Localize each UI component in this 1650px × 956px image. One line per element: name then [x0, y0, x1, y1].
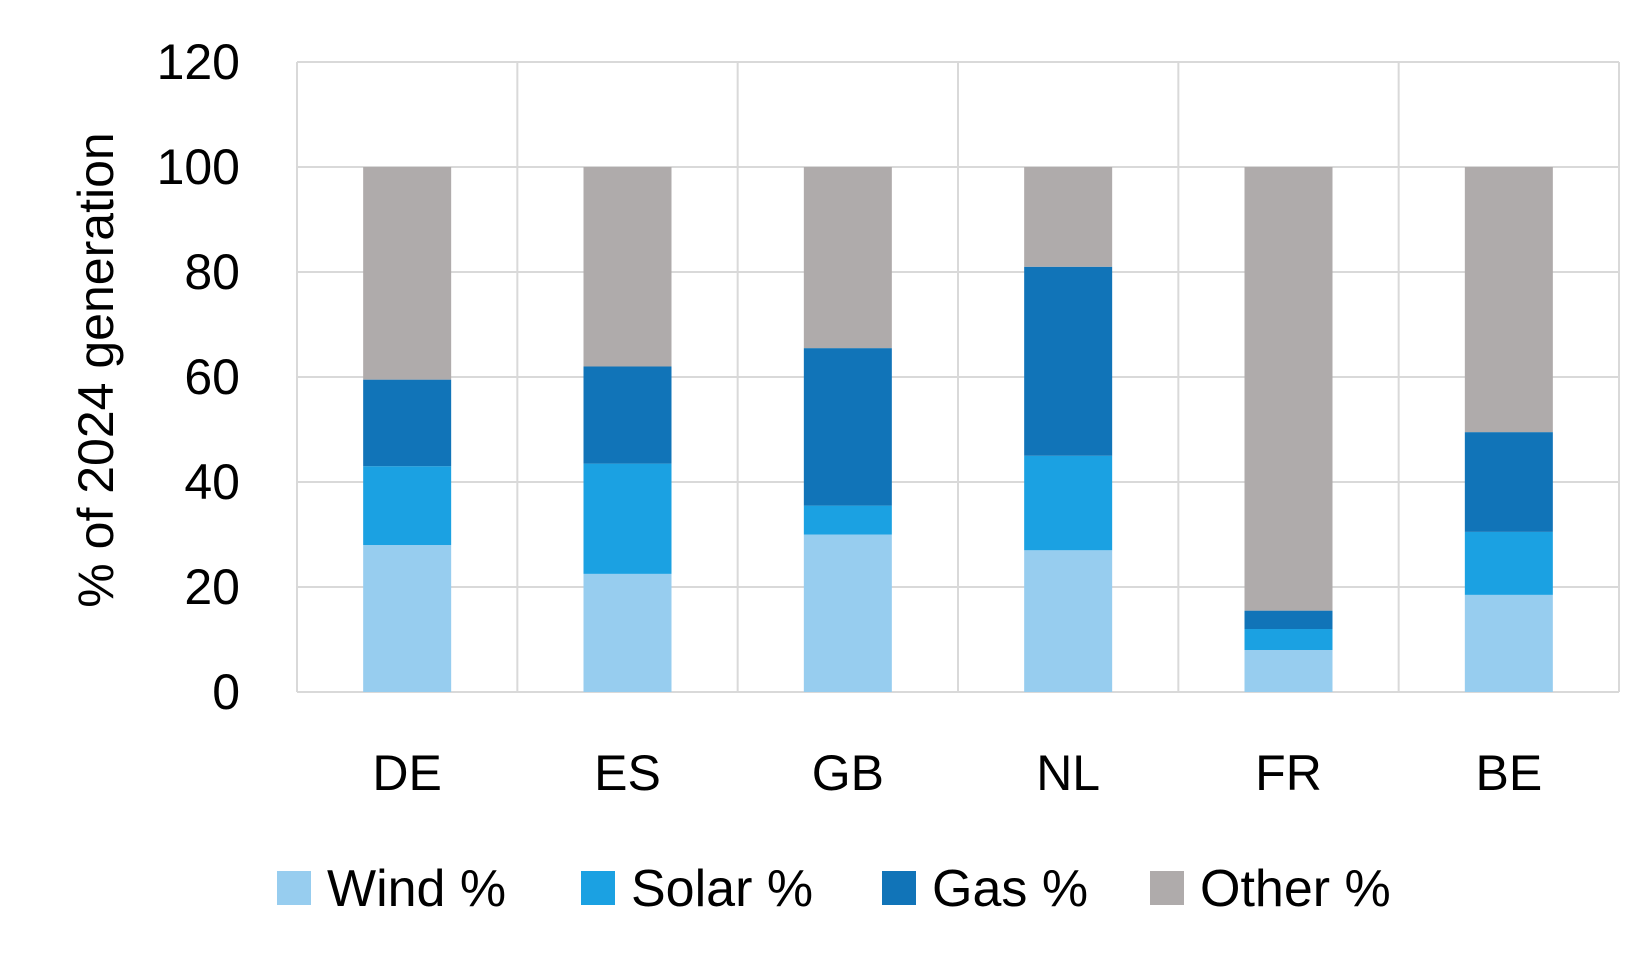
bar-segment-gb-wind [803, 534, 892, 692]
bar-segment-gb-solar [803, 505, 892, 535]
x-tick-label: NL [1036, 745, 1100, 801]
bar-segment-be-wind [1464, 594, 1553, 692]
y-tick-label: 60 [184, 349, 240, 405]
legend-label-other: Other % [1200, 860, 1391, 918]
y-tick-label: 40 [184, 454, 240, 510]
bar-segment-es-solar [583, 463, 672, 574]
bar-segment-de-wind [363, 545, 452, 692]
bar-segment-fr-solar [1244, 629, 1333, 650]
bar-segment-gb-other [803, 167, 892, 349]
bar-segment-fr-wind [1244, 650, 1333, 692]
bar-segment-fr-other [1244, 167, 1333, 611]
gridlines [296, 61, 1620, 693]
bar-segment-nl-gas [1024, 266, 1113, 456]
bar-segment-es-wind [583, 573, 672, 692]
y-tick-label: 80 [184, 244, 240, 300]
y-tick-label: 0 [212, 664, 240, 720]
y-axis-tick-labels: 0 20 40 60 80 100 120 [157, 34, 240, 720]
legend-swatch-solar [581, 871, 615, 905]
x-tick-label: FR [1255, 745, 1322, 801]
y-tick-label: 20 [184, 559, 240, 615]
bar-segment-be-gas [1464, 432, 1553, 532]
legend-swatch-gas [882, 871, 916, 905]
x-axis-tick-labels: DE ES GB NL FR BE [372, 745, 1542, 801]
legend-label-solar: Solar % [631, 860, 813, 918]
bar-segment-de-solar [363, 466, 452, 545]
legend-label-wind: Wind % [327, 860, 506, 918]
y-axis-title: % of 2024 generation [68, 132, 124, 607]
x-tick-label: ES [594, 745, 661, 801]
x-tick-label: BE [1475, 745, 1542, 801]
bar-segment-es-other [583, 167, 672, 367]
x-tick-label: DE [372, 745, 441, 801]
bar-segment-de-gas [363, 379, 452, 467]
bar-segment-nl-solar [1024, 455, 1113, 551]
legend-label-gas: Gas % [932, 860, 1088, 918]
bar-segment-gb-gas [803, 348, 892, 506]
x-tick-label: GB [812, 745, 884, 801]
bar-segment-nl-other [1024, 167, 1113, 267]
bars [363, 167, 1553, 692]
y-tick-label: 120 [157, 34, 240, 90]
legend-swatch-wind [277, 871, 311, 905]
bar-segment-be-other [1464, 167, 1553, 433]
bar-segment-nl-wind [1024, 550, 1113, 692]
y-tick-label: 100 [157, 139, 240, 195]
bar-segment-de-other [363, 167, 452, 380]
legend: Wind % Solar % Gas % Other % [277, 860, 1391, 918]
legend-swatch-other [1150, 871, 1184, 905]
bar-segment-be-solar [1464, 531, 1553, 595]
bar-segment-fr-gas [1244, 610, 1333, 629]
bar-segment-es-gas [583, 366, 672, 464]
